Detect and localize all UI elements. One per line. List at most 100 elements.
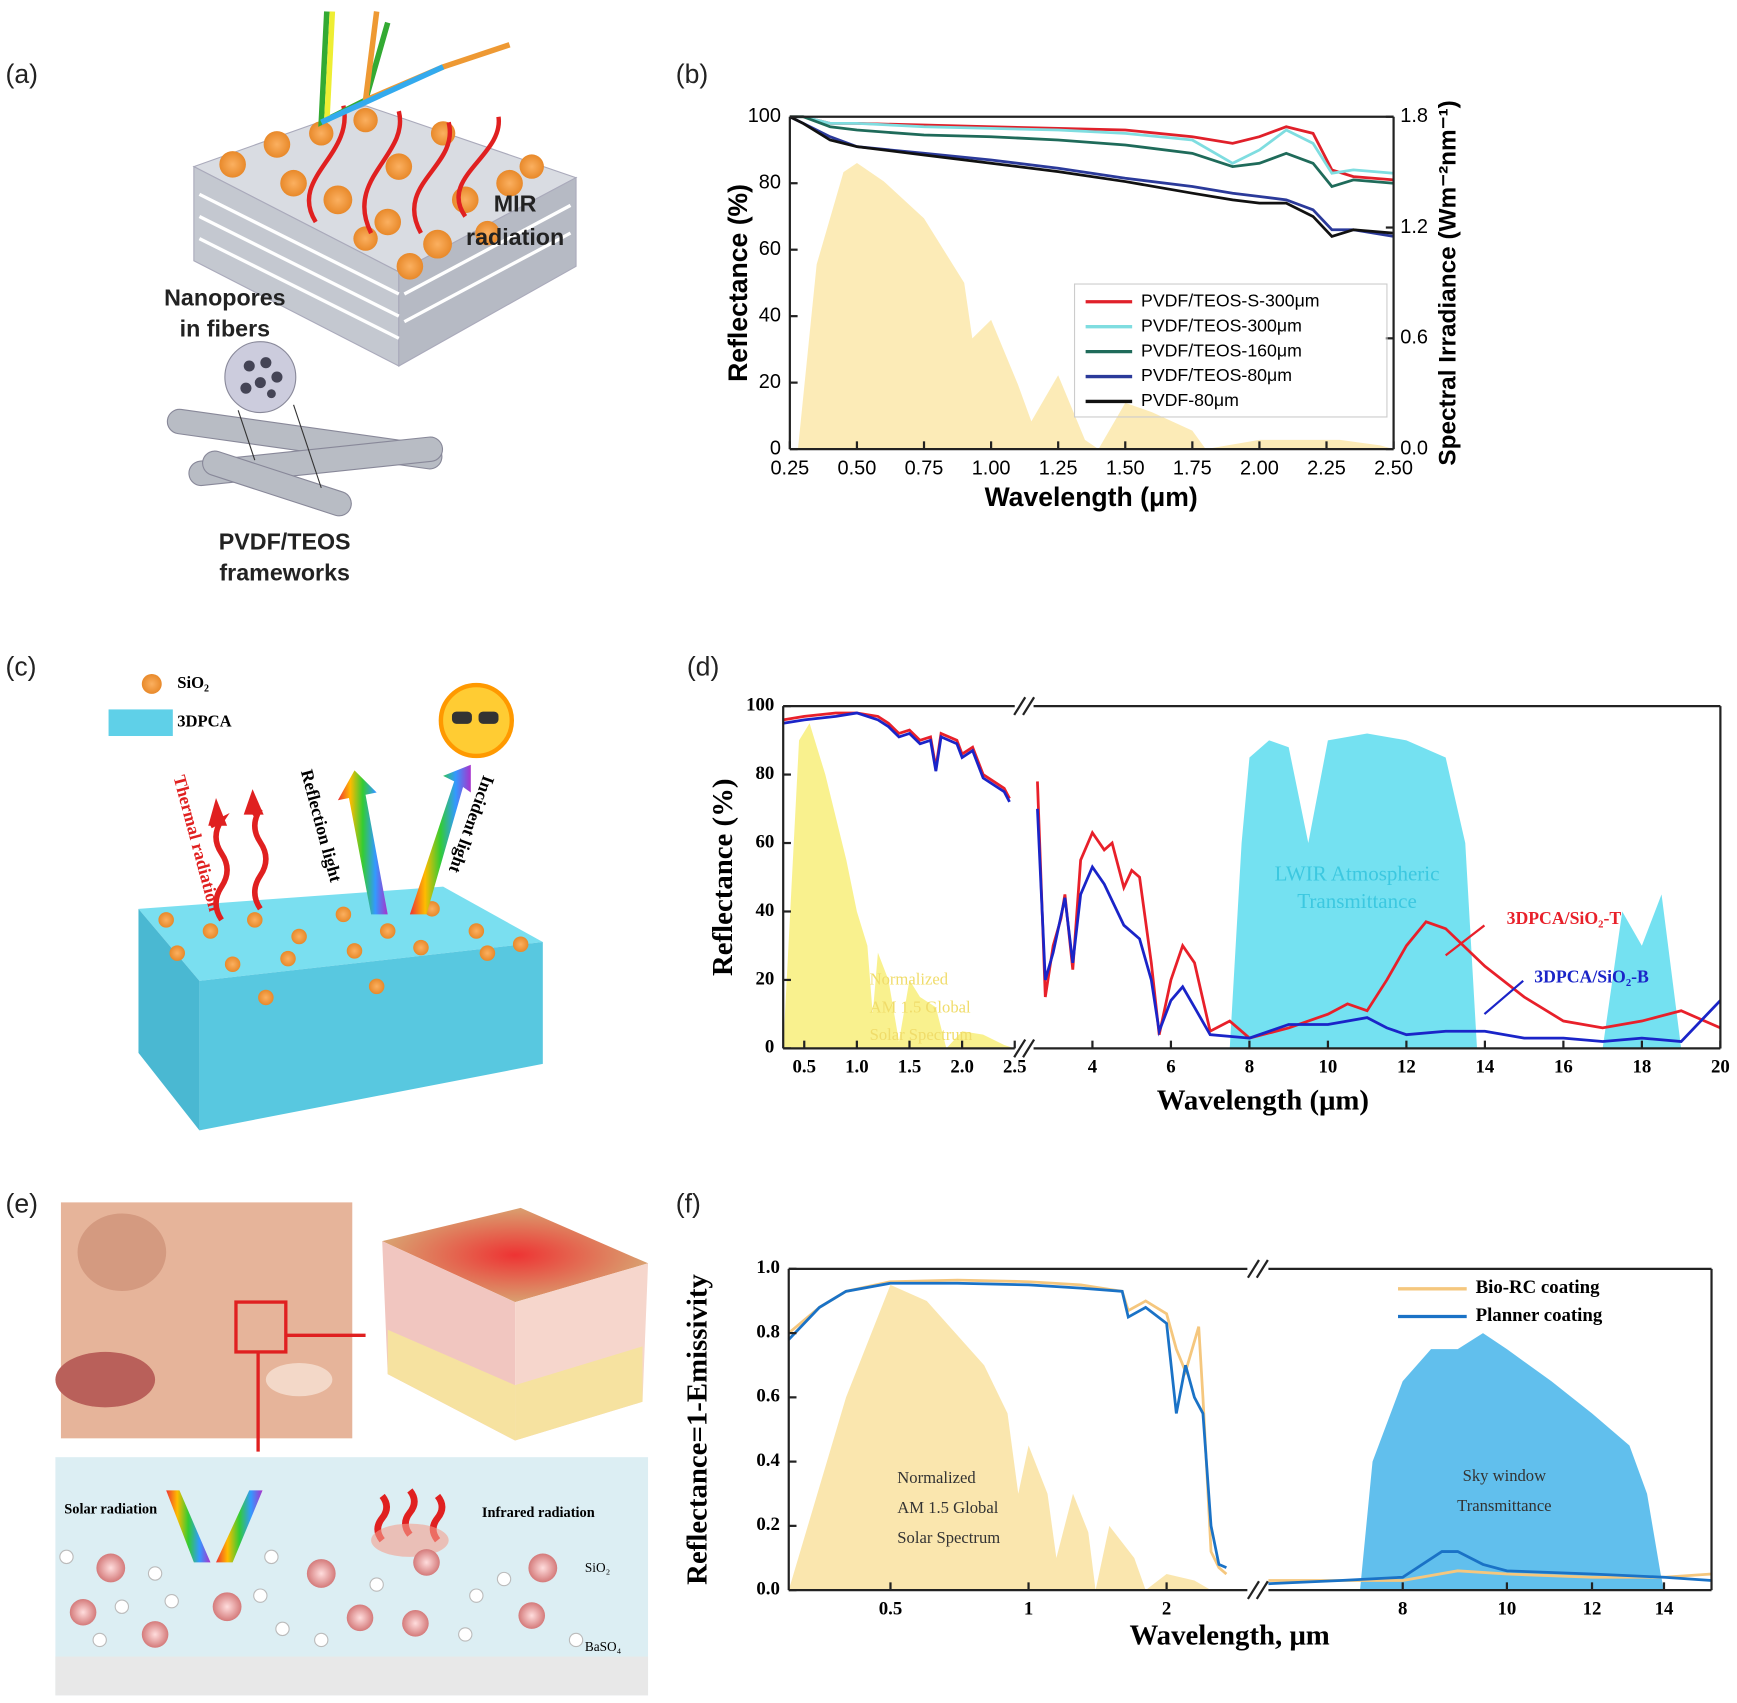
illustration-label: frameworks [219, 559, 350, 585]
line [789, 115, 1394, 175]
y-tick-label: 80 [759, 171, 781, 193]
legend-label: Bio-RC coating [1476, 1277, 1601, 1298]
y-tick-label: 0.8 [756, 1321, 780, 1342]
x-tick-label: 2 [1162, 1598, 1171, 1619]
sun [438, 682, 515, 759]
illustration-label: Solar radiation [64, 1502, 157, 1518]
x-tick-label: 2.00 [1240, 457, 1279, 479]
sun-glasses [451, 711, 472, 724]
x-tick-label: 2.5 [1003, 1057, 1027, 1078]
x-tick-label: 0.5 [879, 1598, 903, 1619]
block-side [138, 908, 200, 1131]
x-tick-label: 12 [1397, 1057, 1416, 1078]
illustration-label: Nanopores [164, 285, 285, 311]
axis-break [1246, 1259, 1260, 1279]
y2-axis-label: Spectral Irradiance (Wm⁻²nm⁻¹) [1434, 100, 1461, 465]
arrow-head [208, 798, 228, 826]
x-tick-label: 0.50 [838, 457, 877, 479]
x-tick-label: 14 [1475, 1057, 1494, 1078]
legend-label: PVDF/TEOS-S-300μm [1141, 290, 1320, 310]
x-tick-label: 20 [1711, 1057, 1730, 1078]
block-front [199, 942, 543, 1131]
illustration-label: in fibers [180, 316, 270, 342]
axis-break [1255, 1259, 1269, 1279]
annotation: Transmittance [1297, 889, 1417, 913]
annotation: LWIR Atmospheric [1275, 861, 1440, 885]
axis-break [1022, 1038, 1036, 1058]
pores [240, 357, 283, 399]
y-tick-label: 40 [756, 900, 775, 921]
annotation: Transmittance [1457, 1496, 1551, 1515]
heat-glow [371, 1523, 449, 1557]
line [787, 1281, 1227, 1569]
reflected-rays [318, 11, 511, 127]
y-tick-label: 0.6 [756, 1386, 780, 1407]
line [789, 115, 1394, 189]
label-arrow [1444, 924, 1486, 957]
illustration-label: BaSO₄ [585, 1639, 622, 1654]
legend-label: PVDF-80μm [1141, 390, 1239, 410]
x-tick-label: 8 [1245, 1057, 1254, 1078]
x-tick-label: 1.00 [972, 457, 1011, 479]
y2-tick-label: 1.8 [1400, 105, 1428, 127]
y-tick-label: 0 [765, 1037, 774, 1058]
legend-label: Planner coating [1476, 1305, 1603, 1326]
x-tick-label: 1.50 [1106, 457, 1145, 479]
pointer [237, 410, 256, 461]
x-tick-label: 18 [1632, 1057, 1651, 1078]
3dpca-icon [108, 709, 173, 737]
sio2-particles [158, 901, 529, 1006]
reflection-arrow [337, 770, 388, 915]
fat-layer [515, 1346, 643, 1441]
line [1036, 808, 1722, 1043]
x-tick-label: 10 [1497, 1598, 1516, 1619]
series-label: 3DPCA/SiO₂-B [1534, 967, 1649, 987]
illustration-a: MIR radiation Nanopores in fibers PVDF/T… [164, 11, 578, 585]
x-tick-label: 1.25 [1039, 457, 1078, 479]
annotation: Normalized [870, 970, 949, 989]
annotation: AM 1.5 Global [897, 1498, 998, 1517]
x-tick-label: 1.75 [1173, 457, 1212, 479]
y-axis-label: Reflectance=1-Emissivity [682, 1274, 714, 1585]
x-tick-label: 0.75 [905, 457, 944, 479]
illustration-c: SiO₂ 3DPCA Thermal radiation Reflection … [108, 673, 543, 1131]
axis-break [1246, 1580, 1260, 1600]
axis-break [1022, 696, 1036, 716]
line [789, 115, 1394, 238]
y-axis-label: Reflectance (%) [723, 184, 753, 382]
baso4-particles [59, 1549, 584, 1648]
area [788, 1284, 1212, 1591]
sio2-particles [69, 1549, 558, 1648]
y-tick-label: 0.0 [756, 1578, 780, 1599]
label-arrow [1483, 979, 1524, 1015]
illustration-label: SiO₂ [177, 673, 209, 692]
illustration-label: radiation [466, 224, 564, 250]
area [783, 723, 1015, 1049]
incident-arrow [409, 764, 471, 915]
y-axis-label: Reflectance (%) [707, 779, 739, 976]
x-tick-label: 0.25 [770, 457, 809, 479]
illustration-e: Solar radiation Infrared radiation SiO₂ … [55, 1202, 649, 1696]
x-tick-label: 2.50 [1374, 457, 1413, 479]
y-tick-label: 60 [756, 831, 775, 852]
panel-label: (e) [6, 1189, 38, 1219]
x-tick-label: 12 [1583, 1598, 1602, 1619]
substrate [55, 1656, 649, 1696]
x-tick-label: 6 [1166, 1057, 1175, 1078]
y-tick-label: 100 [748, 105, 781, 127]
axis-break [1013, 696, 1027, 716]
area [1359, 1333, 1665, 1591]
fibers [166, 408, 444, 517]
axis-break [1255, 1580, 1269, 1600]
y-tick-label: 20 [756, 968, 775, 989]
area [1229, 733, 1682, 1049]
illustration-label: MIR [494, 191, 537, 217]
panel-label: (d) [687, 651, 719, 681]
mir-arrows [306, 105, 501, 235]
line [1268, 1550, 1712, 1586]
annotation: Solar Spectrum [870, 1025, 973, 1044]
rods [198, 192, 572, 340]
sio2-spheres [219, 107, 544, 280]
legend-label: PVDF/TEOS-160μm [1141, 340, 1302, 360]
